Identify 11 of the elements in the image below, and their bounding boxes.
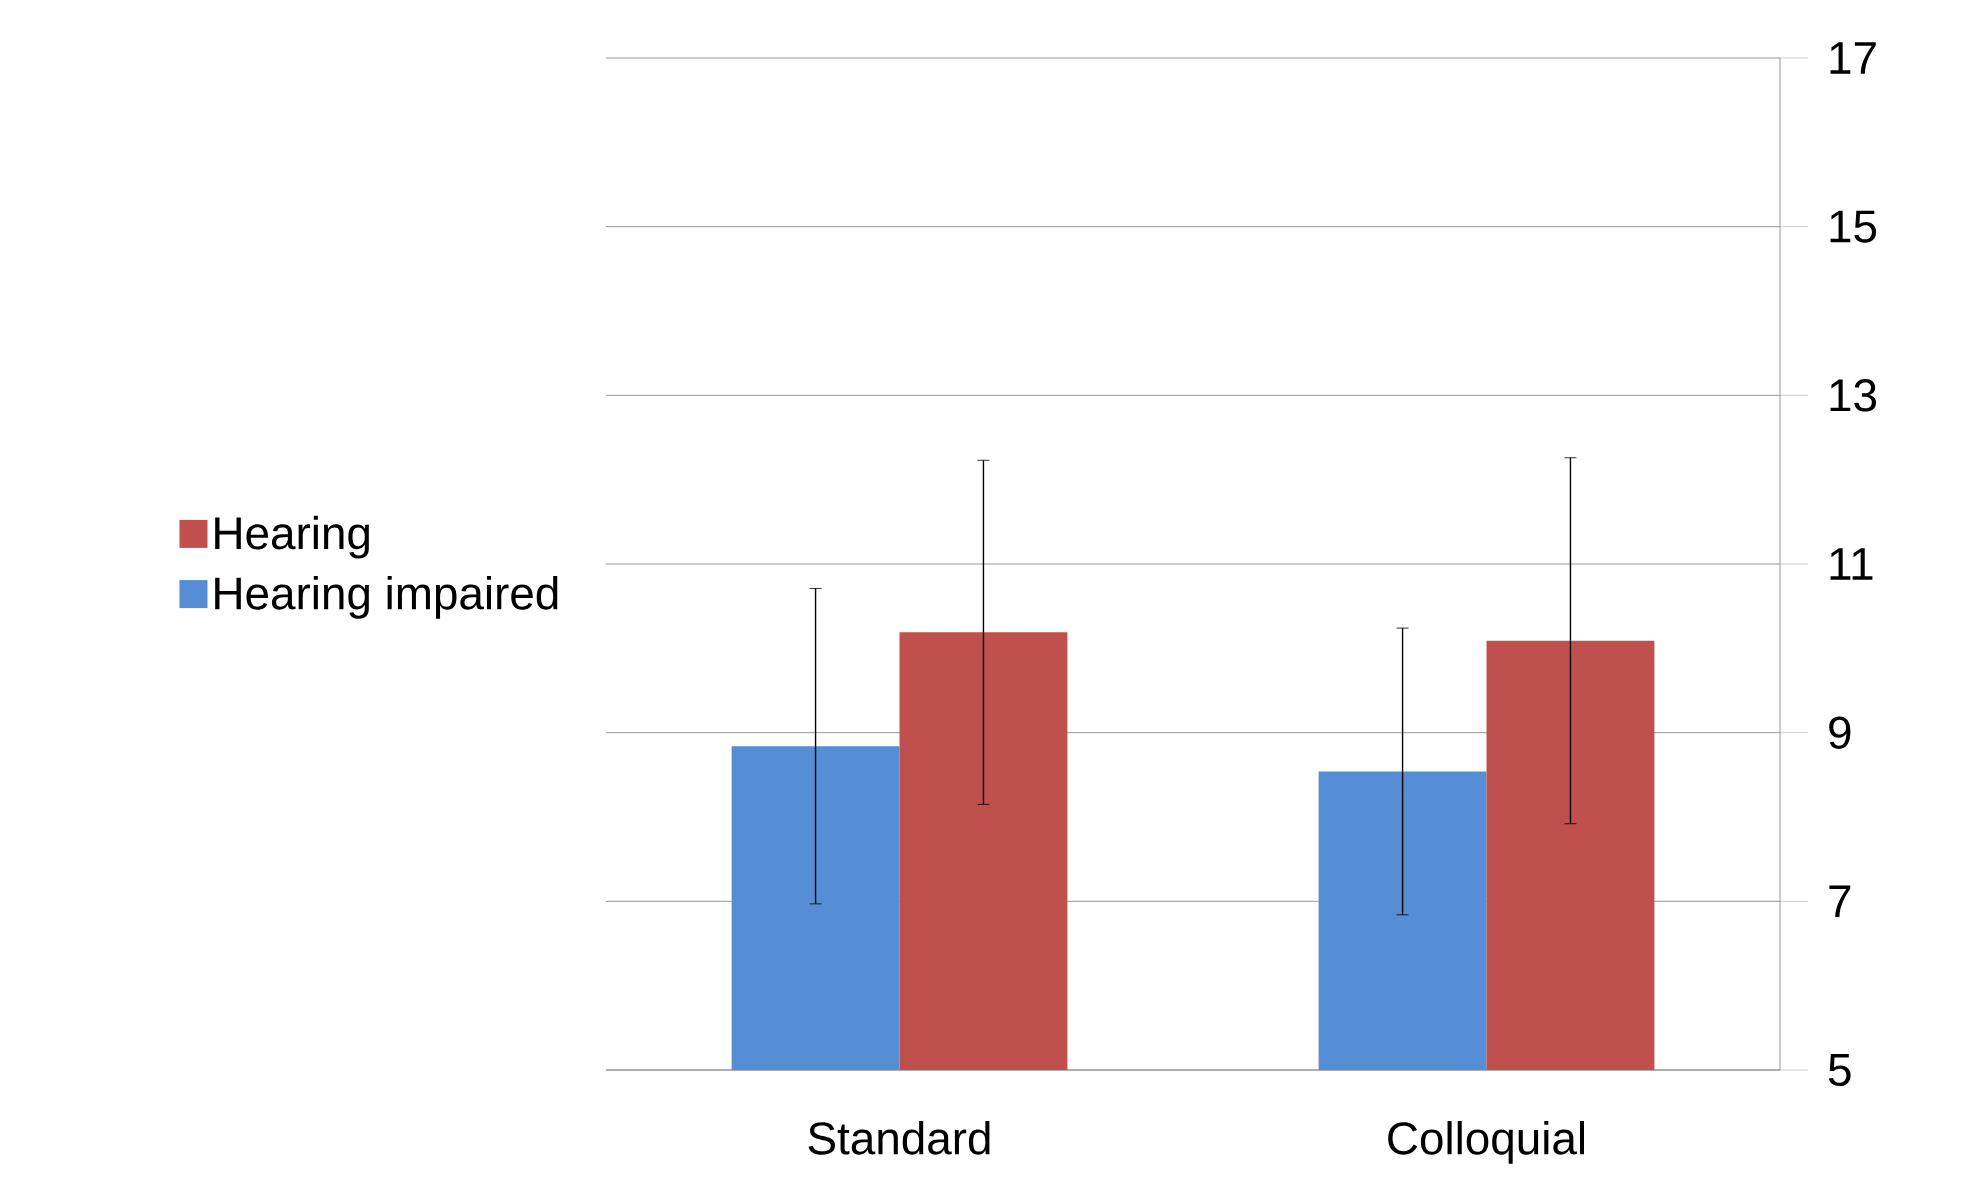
x-tick-label: Standard: [808, 1121, 990, 1155]
legend-label: Hearing: [215, 515, 369, 559]
y-tick-label: 17: [1830, 42, 1876, 74]
y-tick-label: 7: [1829, 885, 1851, 918]
y-tick-label: 5: [1828, 1054, 1851, 1086]
legend-label: Hearing impaired: [215, 575, 558, 619]
x-tick-label: Colloquial: [1388, 1121, 1585, 1164]
y-tick-label: 15: [1830, 210, 1877, 243]
y-tick-label: 9: [1829, 716, 1851, 749]
y-tick-label: 13: [1830, 379, 1877, 412]
y-tick-label: 11: [1830, 548, 1873, 580]
